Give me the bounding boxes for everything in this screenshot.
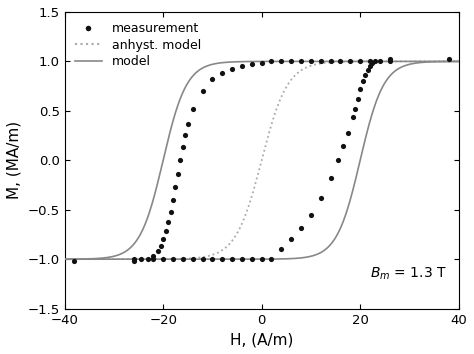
Point bbox=[268, 58, 275, 64]
Point bbox=[356, 86, 364, 92]
Point bbox=[174, 171, 182, 177]
Point bbox=[179, 144, 187, 150]
Point bbox=[371, 58, 379, 64]
Point bbox=[287, 236, 295, 242]
Point bbox=[169, 197, 177, 203]
Point bbox=[369, 61, 376, 66]
Point bbox=[376, 58, 383, 64]
Point bbox=[130, 256, 137, 262]
Point bbox=[351, 106, 359, 112]
Point bbox=[155, 249, 162, 254]
Point bbox=[287, 58, 295, 64]
Point bbox=[248, 62, 255, 67]
Point bbox=[307, 58, 315, 64]
Point bbox=[339, 144, 346, 149]
Y-axis label: M, (MA/m): M, (MA/m) bbox=[7, 121, 22, 199]
Text: $B_m$ = 1.3 T: $B_m$ = 1.3 T bbox=[370, 266, 447, 282]
Point bbox=[327, 58, 334, 64]
Point bbox=[177, 158, 184, 163]
Point bbox=[199, 88, 206, 94]
Point bbox=[149, 253, 157, 259]
Point bbox=[359, 78, 366, 84]
Point bbox=[337, 58, 344, 64]
Point bbox=[149, 256, 157, 262]
Point bbox=[189, 256, 197, 262]
Point bbox=[349, 114, 356, 120]
Point bbox=[209, 76, 216, 82]
Point bbox=[297, 225, 305, 230]
Point bbox=[344, 130, 352, 136]
Point bbox=[238, 63, 246, 69]
Point bbox=[268, 256, 275, 262]
Point bbox=[162, 229, 169, 234]
X-axis label: H, (A/m): H, (A/m) bbox=[230, 332, 293, 347]
Point bbox=[238, 256, 246, 262]
Point bbox=[184, 121, 191, 126]
Point bbox=[445, 57, 453, 62]
Point bbox=[228, 67, 236, 72]
Point bbox=[159, 236, 167, 242]
Point bbox=[258, 61, 265, 66]
Point bbox=[366, 63, 374, 69]
Point bbox=[364, 68, 371, 73]
Point bbox=[366, 58, 374, 64]
Point bbox=[334, 158, 342, 163]
Point bbox=[278, 58, 285, 64]
Point bbox=[317, 58, 325, 64]
Point bbox=[219, 256, 226, 262]
Point bbox=[307, 212, 315, 217]
Point bbox=[145, 256, 152, 262]
Point bbox=[386, 58, 393, 64]
Point bbox=[182, 132, 189, 137]
Point bbox=[386, 57, 393, 62]
Point bbox=[317, 195, 325, 201]
Point bbox=[258, 256, 265, 262]
Point bbox=[361, 73, 369, 78]
Point bbox=[172, 184, 179, 190]
Point bbox=[356, 58, 364, 64]
Point bbox=[219, 70, 226, 76]
Point bbox=[71, 258, 78, 264]
Point bbox=[164, 219, 172, 224]
Point bbox=[189, 106, 197, 112]
Point bbox=[248, 256, 255, 262]
Point bbox=[228, 256, 236, 262]
Point bbox=[130, 258, 137, 264]
Point bbox=[297, 58, 305, 64]
Point bbox=[354, 96, 362, 102]
Point bbox=[159, 256, 167, 262]
Point bbox=[278, 246, 285, 252]
Point bbox=[179, 256, 187, 262]
Point bbox=[199, 256, 206, 262]
Point bbox=[209, 256, 216, 262]
Point bbox=[169, 256, 177, 262]
Point bbox=[167, 209, 174, 215]
Legend: measurement, anhyst. model, model: measurement, anhyst. model, model bbox=[71, 18, 205, 72]
Point bbox=[346, 58, 354, 64]
Point bbox=[157, 244, 164, 249]
Point bbox=[327, 175, 334, 181]
Point bbox=[137, 256, 145, 262]
